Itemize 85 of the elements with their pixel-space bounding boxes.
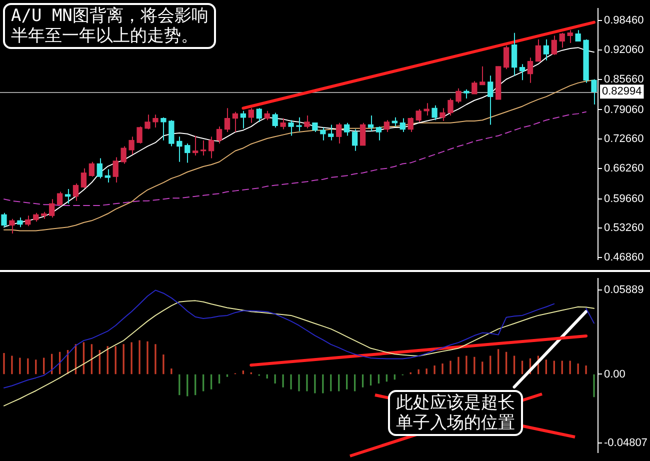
candlestick — [48, 198, 55, 218]
candlestick — [136, 126, 142, 144]
candlestick — [168, 120, 174, 147]
candlestick — [192, 135, 198, 156]
candlestick — [312, 122, 318, 133]
candlestick — [256, 108, 262, 122]
candlestick — [543, 38, 550, 61]
annotation: A/U MN图背离，将会影响 — [11, 6, 208, 26]
candlestick — [519, 64, 526, 81]
candlestick — [480, 66, 486, 86]
y-tick-label: 0.66260 — [604, 162, 644, 175]
candlestick — [376, 126, 382, 141]
candlestick — [184, 143, 190, 164]
candlestick — [144, 114, 150, 130]
candlestick — [240, 110, 246, 129]
candlestick — [128, 136, 134, 156]
candlestick — [511, 32, 518, 76]
candlestick — [96, 158, 102, 179]
candlestick — [527, 57, 534, 84]
candlestick — [296, 116, 302, 132]
candlestick — [176, 136, 182, 162]
candlestick — [120, 146, 126, 164]
candlestick — [80, 168, 87, 189]
candlestick — [248, 108, 254, 124]
candlestick — [408, 116, 414, 133]
candlestick — [344, 122, 350, 136]
candlestick — [384, 120, 390, 133]
candlestick — [320, 126, 326, 141]
candlestick — [288, 120, 294, 136]
candlestick — [328, 124, 334, 141]
candlestick — [64, 188, 71, 204]
y-tick-label: 0.05889 — [604, 284, 644, 296]
candlestick — [264, 110, 270, 121]
y-tick-label: 0.00 — [604, 368, 626, 380]
candlestick — [25, 215, 31, 227]
y-tick-label: 0.92060 — [604, 44, 644, 56]
y-tick-label: -0.04807 — [604, 437, 648, 450]
candlestick — [448, 98, 454, 116]
candlestick — [464, 88, 470, 100]
candlestick — [208, 136, 214, 159]
candlestick — [488, 75, 494, 126]
candlestick — [336, 122, 342, 144]
candlestick — [424, 102, 430, 116]
candlestick — [591, 78, 597, 106]
candlestick — [104, 168, 110, 184]
candlestick — [575, 30, 581, 42]
candlestick — [152, 114, 158, 128]
candlestick — [88, 161, 95, 178]
candlestick — [280, 118, 286, 130]
candlestick — [272, 112, 278, 128]
candlestick — [224, 108, 230, 133]
candlestick — [56, 191, 63, 206]
y-tick-label: 0.98460 — [604, 14, 644, 27]
y-tick-label: 0.85660 — [604, 73, 644, 86]
candlestick — [440, 108, 446, 122]
annotation: 半年至一年以上的走势。 — [11, 26, 199, 46]
y-tick-label: 0.53260 — [604, 222, 644, 234]
candlestick — [112, 156, 118, 184]
candlestick — [416, 108, 422, 122]
candlestick — [472, 80, 478, 94]
candlestick — [368, 115, 374, 132]
candlestick — [304, 115, 310, 129]
candlestick — [216, 126, 222, 144]
y-tick-label: 0.79060 — [604, 104, 644, 116]
candlestick — [456, 88, 462, 104]
candlestick — [567, 30, 573, 44]
candlestick — [551, 35, 557, 56]
candlestick — [17, 216, 23, 228]
candlestick — [400, 118, 406, 133]
y-tick-label: 0.72660 — [604, 133, 644, 146]
candlestick — [432, 104, 438, 121]
candlestick — [72, 182, 79, 202]
ref-line-label: 0.82994 — [602, 86, 642, 98]
candlestick — [535, 38, 542, 62]
candlestick — [360, 122, 366, 146]
y-tick-label: 0.59660 — [604, 192, 644, 205]
candlestick — [559, 32, 565, 48]
candlestick — [232, 111, 238, 133]
candlestick — [9, 218, 15, 234]
candlestick — [160, 116, 166, 141]
candlestick — [392, 116, 398, 128]
candlestick — [503, 45, 510, 70]
y-tick-label: 0.46860 — [604, 252, 644, 264]
candlestick — [1, 212, 7, 228]
candlestick — [352, 128, 358, 152]
